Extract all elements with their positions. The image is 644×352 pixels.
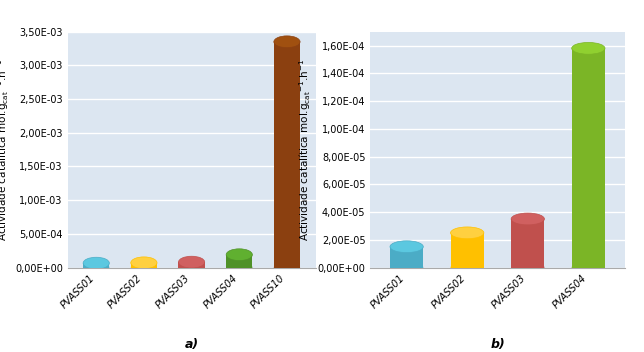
FancyBboxPatch shape (178, 262, 205, 268)
FancyBboxPatch shape (511, 219, 544, 268)
Text: b): b) (490, 338, 505, 351)
Ellipse shape (390, 241, 423, 253)
FancyBboxPatch shape (226, 255, 252, 268)
Ellipse shape (390, 262, 423, 274)
Ellipse shape (226, 262, 252, 274)
Ellipse shape (131, 262, 157, 274)
FancyBboxPatch shape (572, 48, 605, 268)
FancyBboxPatch shape (131, 263, 157, 268)
Ellipse shape (274, 36, 300, 48)
Ellipse shape (451, 262, 484, 274)
Ellipse shape (451, 227, 484, 239)
Ellipse shape (572, 43, 605, 54)
Ellipse shape (131, 257, 157, 269)
FancyBboxPatch shape (274, 42, 300, 268)
Text: a): a) (185, 338, 198, 351)
Y-axis label: Actividade catalítica mol.g$_{\mathregular{cat}}$$^{\mathregular{-1}}$.h$^{\math: Actividade catalítica mol.g$_{\mathregul… (298, 58, 314, 241)
Ellipse shape (511, 262, 544, 274)
Ellipse shape (178, 262, 205, 274)
Ellipse shape (83, 262, 109, 274)
Ellipse shape (226, 249, 252, 260)
Ellipse shape (572, 262, 605, 274)
Ellipse shape (83, 257, 109, 269)
FancyBboxPatch shape (390, 247, 423, 268)
FancyBboxPatch shape (83, 263, 109, 268)
FancyBboxPatch shape (451, 233, 484, 268)
Ellipse shape (178, 256, 205, 268)
Ellipse shape (274, 262, 300, 274)
Y-axis label: Actividade catalítica mol.g$_{\mathregular{cat}}$$^{\mathregular{-1}}$.h$^{\math: Actividade catalítica mol.g$_{\mathregul… (0, 58, 11, 241)
Ellipse shape (511, 213, 544, 225)
